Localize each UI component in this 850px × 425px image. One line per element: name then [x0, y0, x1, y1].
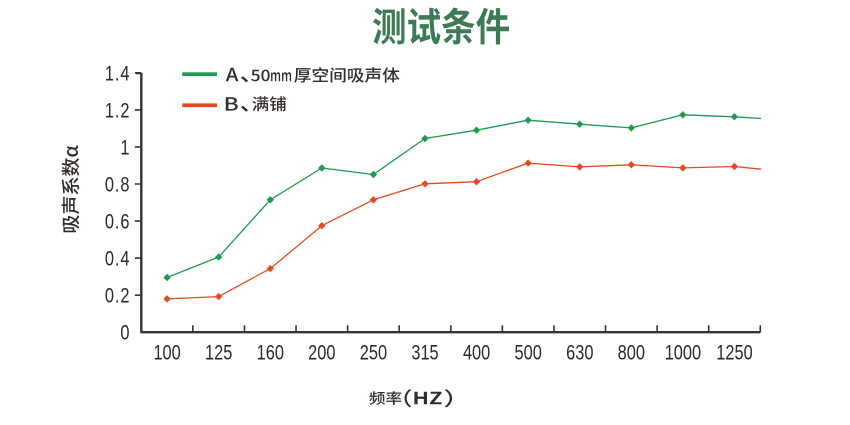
svg-text:0.2: 0.2	[105, 284, 131, 307]
svg-text:200: 200	[308, 341, 335, 364]
svg-text:500: 500	[515, 341, 542, 364]
svg-text:1000: 1000	[665, 341, 701, 364]
svg-text:160: 160	[257, 341, 284, 364]
svg-text:1.4: 1.4	[105, 61, 131, 84]
svg-text:1250: 1250	[716, 341, 752, 364]
svg-text:315: 315	[411, 341, 438, 364]
svg-text:250: 250	[360, 341, 387, 364]
svg-text:0: 0	[120, 321, 130, 344]
svg-text:0.8: 0.8	[105, 172, 131, 195]
svg-text:1: 1	[120, 135, 130, 158]
svg-text:400: 400	[463, 341, 490, 364]
svg-text:800: 800	[618, 341, 645, 364]
svg-text:0.6: 0.6	[105, 210, 131, 233]
svg-text:100: 100	[153, 341, 180, 364]
svg-text:630: 630	[566, 341, 593, 364]
svg-text:0.4: 0.4	[105, 247, 131, 270]
svg-text:1.2: 1.2	[105, 98, 131, 121]
svg-text:125: 125	[205, 341, 232, 364]
